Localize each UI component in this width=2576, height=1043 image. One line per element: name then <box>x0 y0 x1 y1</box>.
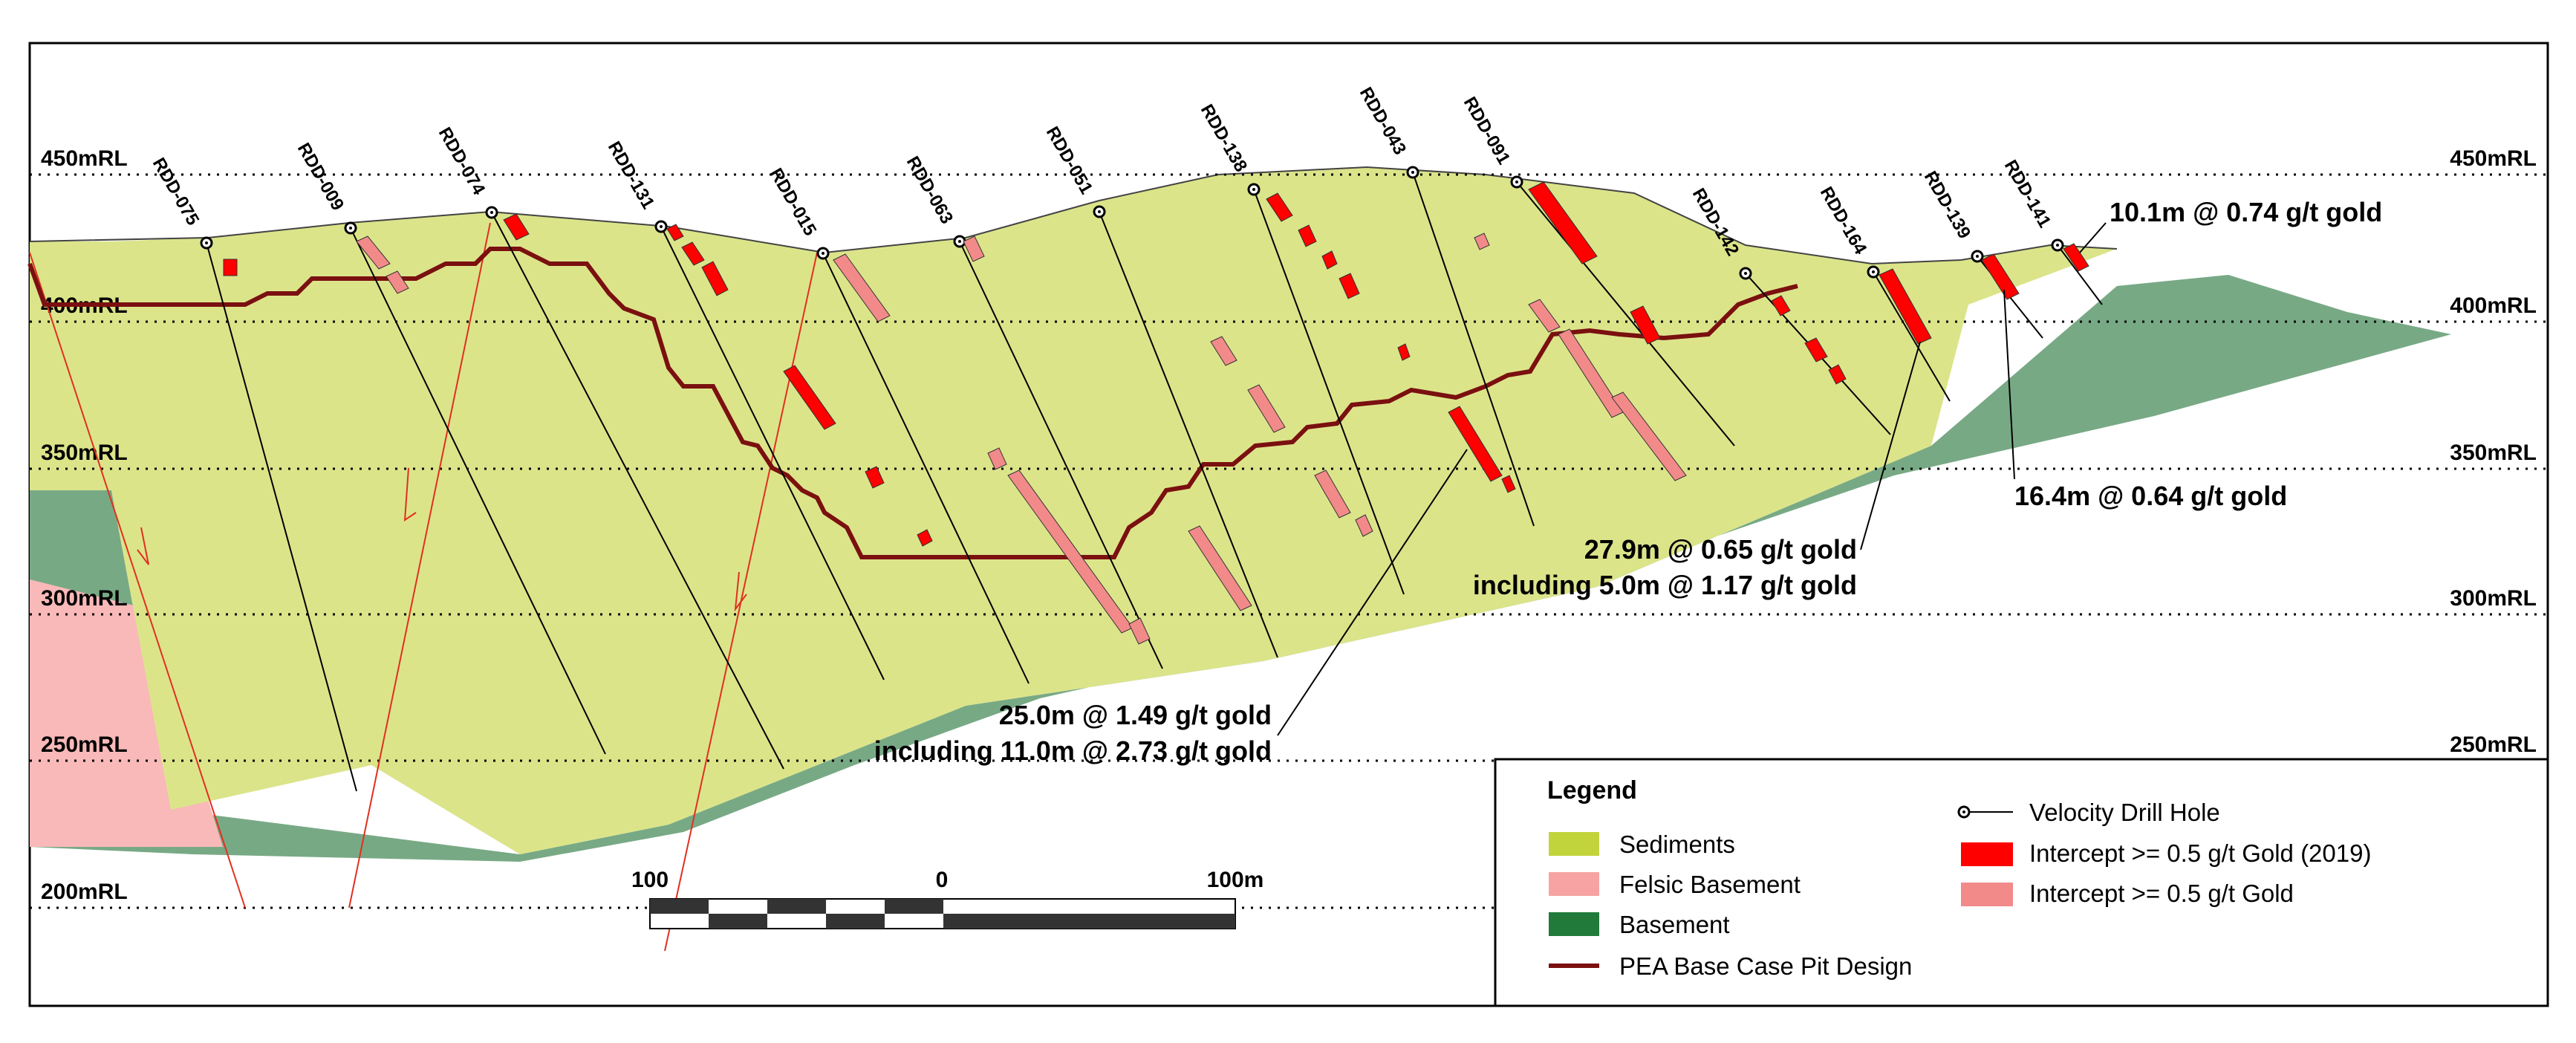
legend-swatch-felsic <box>1549 872 1599 896</box>
rl-label-350-right: 350mRL <box>2450 441 2537 465</box>
legend-label-basement: Basement <box>1619 911 1730 938</box>
rl-gridlines <box>30 173 2548 909</box>
annotation-rdd-043-line1: 25.0m @ 1.49 g/t gold <box>999 700 1272 730</box>
drill-hole-label: RDD-164 <box>1816 183 1871 259</box>
legend-swatch-sediments <box>1549 832 1599 856</box>
legend-label-intercept: Intercept >= 0.5 g/t Gold <box>2029 880 2294 907</box>
legend-swatch-basement <box>1549 912 1599 936</box>
drill-hole-label: RDD-063 <box>902 153 957 227</box>
scale-label-left: 100 <box>631 868 669 892</box>
ground-surface <box>29 166 2118 265</box>
drill-hole-label: RDD-043 <box>1356 84 1410 158</box>
sediments-body <box>30 167 2117 854</box>
rl-label-250-right: 250mRL <box>2450 732 2537 757</box>
rl-label-400-right: 400mRL <box>2450 293 2537 318</box>
drill-hole-label: RDD-138 <box>1197 101 1251 175</box>
legend-label-pit: PEA Base Case Pit Design <box>1619 952 1912 980</box>
drill-hole-label: RDD-131 <box>604 138 658 212</box>
rl-label-450-left: 450mRL <box>41 146 128 171</box>
annotation-rdd-091-line1: 27.9m @ 0.65 g/t gold <box>1584 534 1857 565</box>
legend-swatch-intercept <box>1961 883 2013 906</box>
drill-hole-label: RDD-075 <box>149 155 203 229</box>
legend-swatch-intercept-2019 <box>1961 842 2013 866</box>
legend-box <box>1494 758 2549 1007</box>
legend-label-felsic: Felsic Basement <box>1619 871 1801 898</box>
annotation-rdd-091-line2: including 5.0m @ 1.17 g/t gold <box>1473 570 1857 600</box>
legend-title: Legend <box>1547 776 1637 805</box>
legend-swatch-drillhole <box>1957 805 2013 819</box>
scale-bar: 100 0 100m <box>631 868 1263 929</box>
scale-label-zero: 0 <box>936 868 949 892</box>
annotation-rdd-139: 16.4m @ 0.64 g/t gold <box>2014 481 2287 511</box>
basement-body <box>30 275 2451 862</box>
rl-label-450-right: 450mRL <box>2450 146 2537 171</box>
rl-label-300-right: 300mRL <box>2450 586 2537 611</box>
annotation-leaders <box>1277 222 2107 736</box>
drill-hole-label: RDD-139 <box>1920 168 1974 242</box>
drill-hole-label: RDD-091 <box>1460 94 1514 168</box>
drill-hole-label: RDD-141 <box>2000 157 2055 231</box>
drill-hole-label: RDD-051 <box>1042 123 1096 198</box>
legend-label-sediments: Sediments <box>1619 831 1735 858</box>
drill-hole-label: RDD-015 <box>766 165 820 239</box>
drill-hole-label: RDD-009 <box>293 140 348 214</box>
rl-label-350-left: 350mRL <box>41 441 128 465</box>
drill-hole-label: RDD-074 <box>435 124 489 199</box>
scale-label-right: 100m <box>1207 868 1264 892</box>
legend-label-drillhole: Velocity Drill Hole <box>2029 799 2220 826</box>
pit-design-outline <box>27 247 1798 559</box>
annotation-rdd-141: 10.1m @ 0.74 g/t gold <box>2110 197 2382 227</box>
rl-label-250-left: 250mRL <box>41 732 128 757</box>
rl-label-200-left: 200mRL <box>41 880 128 904</box>
annotation-rdd-043-line2: including 11.0m @ 2.73 g/t gold <box>874 735 1272 766</box>
legend-label-intercept-2019: Intercept >= 0.5 g/t Gold (2019) <box>2029 839 2371 867</box>
rl-label-300-left: 300mRL <box>41 586 128 611</box>
legend: Legend Sediments Felsic Basement Basemen… <box>1494 758 2549 1007</box>
